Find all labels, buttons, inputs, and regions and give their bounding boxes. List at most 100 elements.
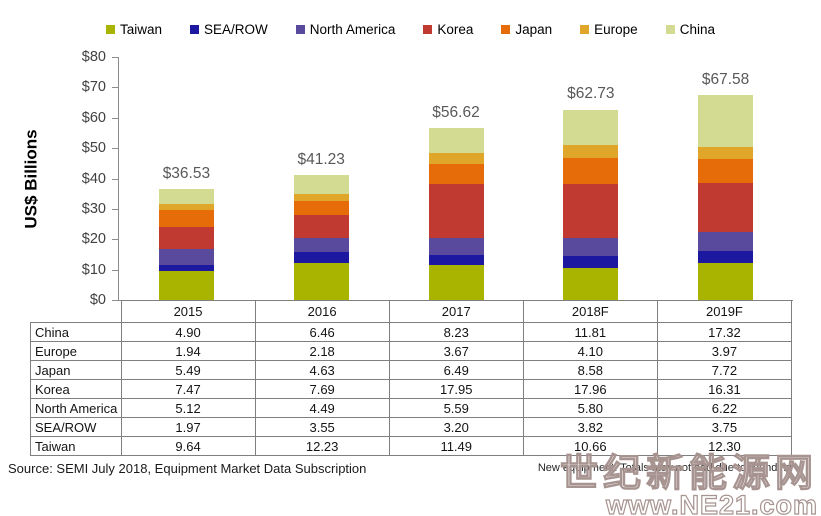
table-row-north-america: North America 5.12 4.49 5.59 5.80 6.22 bbox=[30, 398, 793, 418]
table-cell: 4.49 bbox=[254, 398, 390, 418]
data-table-body: 2015 2016 2017 2018F 2019F China 4.90 6.46 8.23 1… bbox=[30, 300, 793, 456]
bar-segment-taiwan-2015 bbox=[158, 270, 214, 300]
bar-2016 bbox=[293, 174, 349, 300]
table-cell: 1.97 bbox=[120, 417, 256, 437]
bar-segment-china-2019f bbox=[698, 94, 754, 148]
table-cell: 9.64 bbox=[120, 436, 256, 456]
source-text: Source: SEMI July 2018, Equipment Market… bbox=[8, 461, 367, 476]
legend-label: Europe bbox=[594, 22, 638, 37]
table-cell: 2.18 bbox=[254, 341, 390, 361]
y-tick-mark bbox=[112, 239, 118, 241]
bar-2015 bbox=[158, 189, 214, 300]
table-row-korea: Korea 7.47 7.69 17.95 17.96 16.31 bbox=[30, 379, 793, 399]
table-cell: 11.49 bbox=[388, 436, 524, 456]
table-row-label: Taiwan bbox=[30, 436, 122, 456]
bar-2018f bbox=[563, 109, 619, 300]
legend-item-europe: Europe bbox=[580, 22, 638, 37]
table-cell: 7.72 bbox=[656, 360, 793, 380]
legend-label: Korea bbox=[437, 22, 474, 37]
table-col-header-2015: 2015 bbox=[120, 300, 256, 323]
legend-swatch-japan bbox=[501, 25, 511, 34]
legend-swatch-korea bbox=[423, 25, 433, 34]
table-cell: 6.49 bbox=[388, 360, 524, 380]
table-cell: 8.58 bbox=[522, 360, 658, 380]
table-cell: 5.80 bbox=[522, 398, 658, 418]
table-cell: 3.97 bbox=[656, 341, 793, 361]
bar-total-label: $62.73 bbox=[567, 85, 615, 103]
legend-label: SEA/ROW bbox=[204, 22, 268, 37]
table-cell: 12.23 bbox=[254, 436, 390, 456]
table-cell: 3.67 bbox=[388, 341, 524, 361]
bar-segment-sea-row-2018f bbox=[563, 256, 619, 268]
bar-segment-north-america-2015 bbox=[158, 249, 214, 265]
y-tick-label: $40 bbox=[81, 170, 106, 187]
table-cell: 7.69 bbox=[254, 379, 390, 399]
table-cell: 3.55 bbox=[254, 417, 390, 437]
legend-item-korea: Korea bbox=[423, 22, 473, 37]
table-cell: 17.95 bbox=[388, 379, 524, 399]
table-row-japan: Japan 5.49 4.63 6.49 8.58 7.72 bbox=[30, 360, 793, 380]
plot-area: $36.53 $41.23 $56.62 $62.73 $67.58 bbox=[118, 57, 793, 301]
legend-label: China bbox=[679, 22, 715, 37]
bar-total-label: $41.23 bbox=[297, 150, 345, 168]
bar-segment-china-2016 bbox=[293, 174, 349, 195]
table-row-label: Japan bbox=[30, 360, 122, 380]
watermark-url-text: www.NE21.com bbox=[605, 490, 818, 516]
y-tick-mark bbox=[112, 300, 118, 301]
bar-total-label: $36.53 bbox=[162, 165, 211, 183]
legend-label: Japan bbox=[515, 22, 553, 37]
table-row-china: China 4.90 6.46 8.23 11.81 17.32 bbox=[30, 322, 793, 342]
table-row-label: SEA/ROW bbox=[30, 417, 122, 437]
y-tick-mark bbox=[112, 57, 118, 58]
table-col-header-2018f: 2018F bbox=[522, 300, 658, 323]
table-cell: 5.59 bbox=[388, 398, 524, 418]
y-tick-label: $0 bbox=[89, 292, 106, 308]
legend-swatch-sea-row bbox=[190, 25, 200, 34]
y-tick-mark bbox=[112, 148, 118, 150]
legend-item-taiwan: Taiwan bbox=[106, 22, 162, 37]
bar-segment-japan-2015 bbox=[158, 209, 214, 227]
table-cell: 4.90 bbox=[120, 322, 256, 342]
table-cell: 3.75 bbox=[656, 417, 793, 437]
bar-segment-sea-row-2017 bbox=[428, 255, 484, 266]
y-tick-label: $50 bbox=[81, 140, 106, 157]
bar-segment-korea-2019f bbox=[698, 182, 754, 233]
y-tick-mark bbox=[112, 117, 118, 119]
y-tick-mark bbox=[112, 269, 118, 271]
table-cell: 4.10 bbox=[522, 341, 658, 361]
table-cell: 10.66 bbox=[522, 436, 658, 456]
bar-segment-japan-2017 bbox=[428, 164, 484, 184]
bar-segment-korea-2018f bbox=[563, 183, 619, 239]
bar-segment-china-2015 bbox=[158, 189, 214, 204]
y-axis-title: US$ Billions bbox=[4, 57, 60, 300]
legend-swatch-north-america bbox=[295, 25, 305, 34]
bar-segment-north-america-2017 bbox=[428, 238, 484, 256]
bar-segment-sea-row-2019f bbox=[698, 251, 754, 263]
table-cell: 11.81 bbox=[522, 322, 658, 342]
table-row-taiwan: Taiwan 9.64 12.23 11.49 10.66 12.30 bbox=[30, 436, 793, 456]
table-row-label: Europe bbox=[30, 341, 122, 361]
table-cell: 17.96 bbox=[522, 379, 658, 399]
bar-segment-japan-2016 bbox=[293, 201, 349, 216]
bar-segment-taiwan-2017 bbox=[428, 265, 484, 300]
table-row-label: North America bbox=[30, 398, 122, 418]
y-tick-mark bbox=[112, 208, 118, 210]
bar-segment-north-america-2019f bbox=[698, 232, 754, 252]
table-row-sea-row: SEA/ROW 1.97 3.55 3.20 3.82 3.75 bbox=[30, 417, 793, 437]
table-cell: 1.94 bbox=[120, 341, 256, 361]
table-cell: 3.82 bbox=[522, 417, 658, 437]
table-cell: 17.32 bbox=[656, 322, 793, 342]
bar-segment-europe-2019f bbox=[698, 147, 754, 160]
bar-segment-europe-2018f bbox=[563, 145, 619, 158]
y-tick-label: $10 bbox=[81, 261, 106, 278]
bar-total-label: $67.58 bbox=[701, 70, 750, 88]
y-tick-mark bbox=[112, 178, 118, 180]
bar-total-label: $56.62 bbox=[432, 104, 480, 122]
bar-2019f bbox=[698, 94, 754, 300]
bar-segment-sea-row-2015 bbox=[158, 264, 214, 271]
bar-segment-europe-2015 bbox=[158, 203, 214, 210]
bar-segment-north-america-2018f bbox=[563, 238, 619, 257]
y-tick-mark bbox=[112, 87, 118, 89]
bar-segment-north-america-2016 bbox=[293, 238, 349, 253]
